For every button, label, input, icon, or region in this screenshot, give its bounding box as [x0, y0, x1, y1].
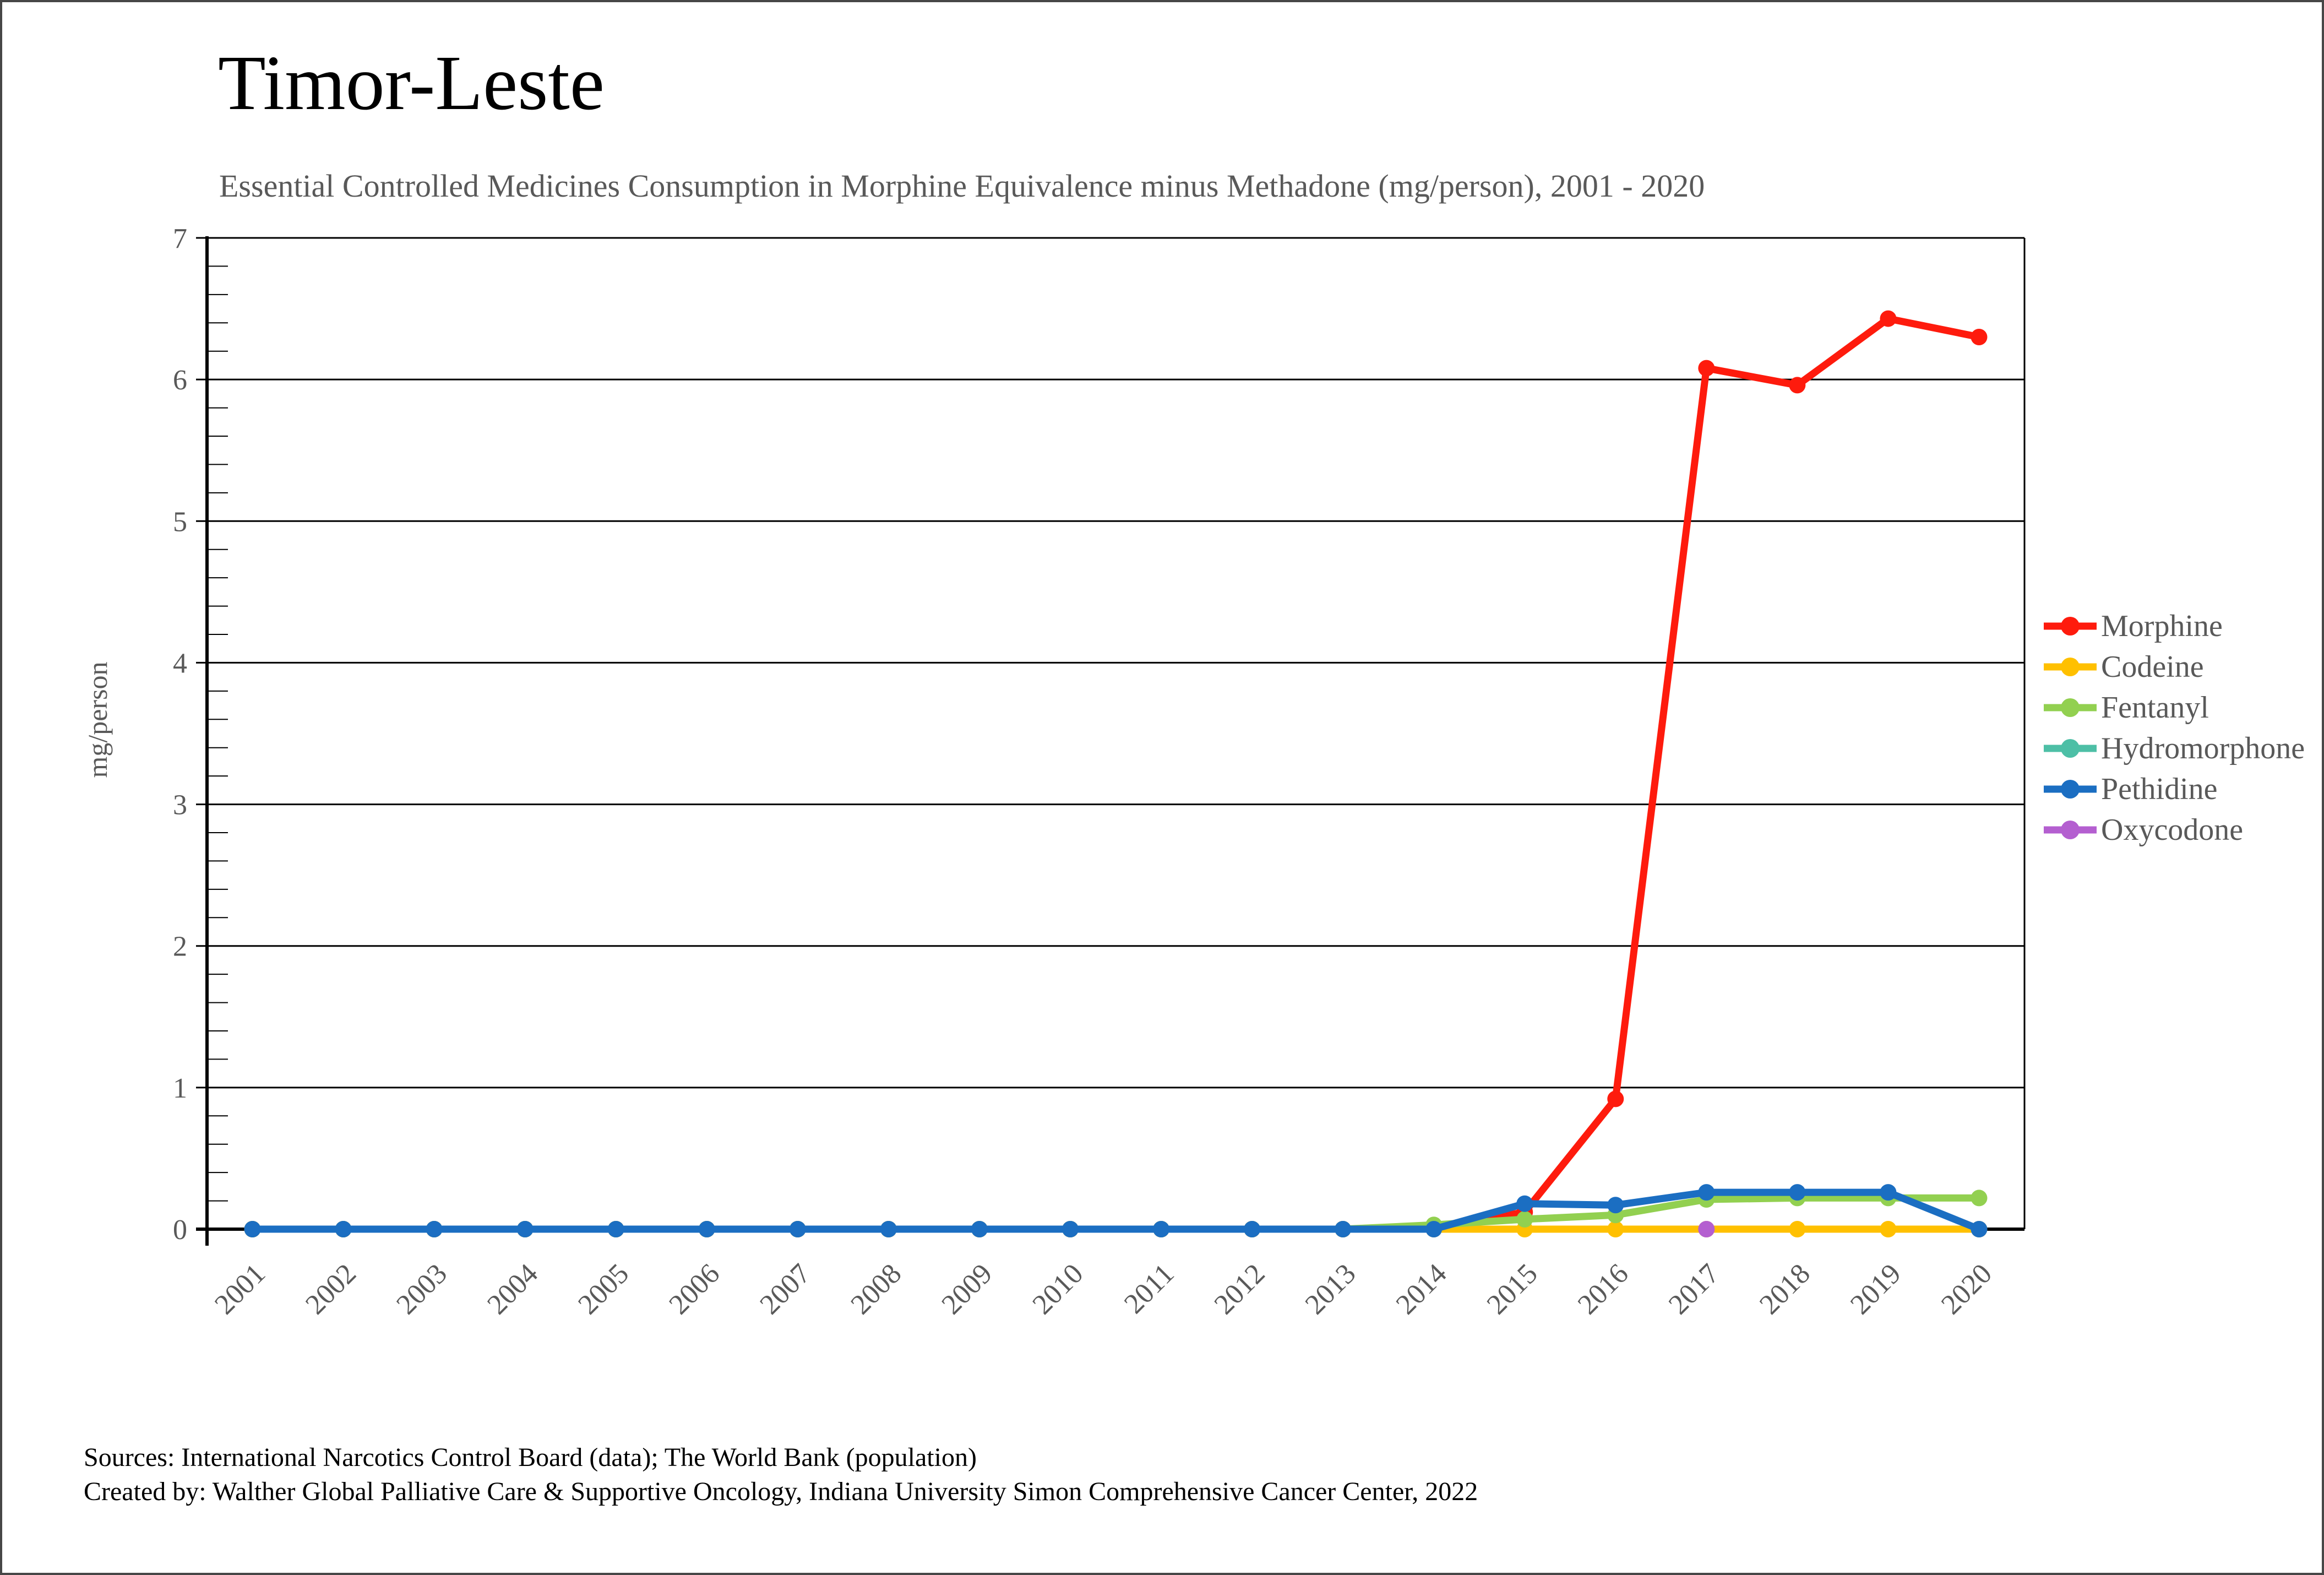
x-tick-label: 2010	[1027, 1258, 1090, 1321]
y-tick-label: 3	[173, 790, 187, 821]
legend-item-pethidine: Pethidine	[2043, 769, 2305, 810]
y-tick-label: 2	[173, 931, 187, 963]
legend-label: Fentanyl	[2101, 691, 2209, 725]
x-tick-label: 2014	[1390, 1258, 1453, 1321]
series-marker-pethidine	[880, 1221, 897, 1237]
series-marker-pethidine	[607, 1221, 624, 1237]
series-marker-pethidine	[789, 1221, 806, 1237]
series-marker-pethidine	[1971, 1221, 1988, 1237]
series-marker-morphine	[1971, 329, 1988, 345]
legend-item-hydromorphone: Hydromorphone	[2043, 728, 2305, 769]
series-marker-pethidine	[1335, 1221, 1352, 1237]
x-tick-label: 2016	[1572, 1258, 1635, 1321]
legend-label: Morphine	[2101, 609, 2223, 643]
x-tick-label: 2008	[845, 1258, 908, 1321]
x-tick-label: 2011	[1118, 1258, 1180, 1319]
series-marker-pethidine	[1880, 1184, 1897, 1201]
legend-label: Pethidine	[2101, 772, 2218, 806]
series-line-morphine	[249, 315, 1983, 1233]
legend-label: Codeine	[2101, 650, 2204, 684]
chart-subtitle: Essential Controlled Medicines Consumpti…	[219, 168, 1705, 204]
series-marker-codeine	[1607, 1221, 1624, 1237]
legend-item-morphine: Morphine	[2043, 606, 2305, 647]
legend-item-codeine: Codeine	[2043, 647, 2305, 687]
series-marker-pethidine	[335, 1221, 352, 1237]
x-tick-label: 2017	[1663, 1258, 1726, 1321]
series-marker-codeine	[1880, 1221, 1897, 1237]
series-marker-fentanyl	[1971, 1190, 1988, 1207]
x-tick-label: 2012	[1209, 1258, 1271, 1321]
series-marker-pethidine	[516, 1221, 534, 1237]
x-tick-label: 2007	[754, 1258, 817, 1321]
x-tick-label: 2018	[1754, 1258, 1816, 1321]
series-line-fentanyl	[249, 1194, 1983, 1233]
created-by-text: Created by: Walther Global Palliative Ca…	[84, 1477, 1478, 1507]
sources-text: Sources: International Narcotics Control…	[84, 1443, 977, 1472]
series-marker-pethidine	[1698, 1184, 1715, 1201]
x-tick-label: 2003	[390, 1258, 453, 1321]
legend-item-fentanyl: Fentanyl	[2043, 687, 2305, 728]
series-marker-pethidine	[1516, 1195, 1533, 1212]
y-tick-label: 0	[173, 1214, 187, 1246]
series-marker-pethidine	[1244, 1221, 1261, 1237]
y-tick-label: 5	[173, 506, 187, 537]
chart-title: Timor-Leste	[218, 39, 605, 126]
x-tick-label: 2006	[663, 1258, 726, 1321]
series-marker-pethidine	[1425, 1221, 1443, 1237]
series-marker-codeine	[1789, 1221, 1806, 1237]
y-tick-label: 4	[173, 648, 187, 679]
legend-line-sample	[2044, 821, 2097, 839]
series-marker-morphine	[1698, 360, 1715, 377]
sources-block: Sources: International Narcotics Control…	[84, 1441, 1478, 1509]
series-marker-pethidine	[1607, 1197, 1624, 1214]
legend-label: Oxycodone	[2101, 813, 2244, 847]
x-tick-label: 2001	[209, 1258, 271, 1321]
series-marker-pethidine	[698, 1221, 715, 1237]
legend: Morphine Codeine Fentanyl Hydromorphone Peth…	[2043, 606, 2305, 850]
legend-line-sample	[2044, 658, 2097, 676]
series-marker-morphine	[1789, 377, 1806, 394]
series-marker-fentanyl	[1516, 1211, 1533, 1228]
series-marker-pethidine	[426, 1221, 443, 1237]
legend-line-sample	[2044, 617, 2097, 636]
x-tick-label: 2013	[1299, 1258, 1362, 1321]
series-marker-pethidine	[971, 1221, 988, 1237]
series-marker-morphine	[1607, 1090, 1624, 1107]
legend-line-sample	[2044, 780, 2097, 799]
legend-line-sample	[2044, 698, 2097, 717]
x-tick-label: 2002	[300, 1258, 362, 1321]
x-tick-label: 2005	[572, 1258, 635, 1321]
legend-item-oxycodone: Oxycodone	[2043, 810, 2305, 850]
series-line-pethidine	[249, 1188, 1983, 1233]
series-marker-pethidine	[1789, 1184, 1806, 1201]
series-marker-pethidine	[1062, 1221, 1079, 1237]
series-marker-pethidine	[1153, 1221, 1170, 1237]
series-marker-pethidine	[244, 1221, 261, 1237]
x-tick-label: 2019	[1844, 1258, 1907, 1321]
x-tick-label: 2020	[1935, 1258, 1998, 1321]
x-tick-label: 2004	[481, 1258, 544, 1321]
legend-line-sample	[2044, 739, 2097, 758]
y-tick-label: 6	[173, 365, 187, 396]
x-tick-label: 2015	[1481, 1258, 1544, 1321]
y-tick-label: 7	[173, 223, 187, 254]
legend-label: Hydromorphone	[2101, 731, 2305, 765]
series-marker-oxycodone	[1698, 1221, 1715, 1237]
y-tick-label: 1	[173, 1073, 187, 1104]
series-marker-morphine	[1880, 310, 1897, 327]
x-tick-label: 2009	[936, 1258, 999, 1321]
